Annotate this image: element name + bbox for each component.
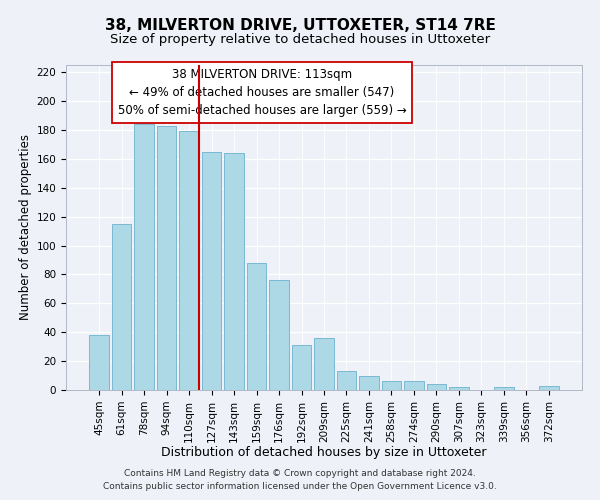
Bar	[157, 126, 176, 390]
Bar	[314, 338, 334, 390]
Text: 38 MILVERTON DRIVE: 113sqm
← 49% of detached houses are smaller (547)
50% of sem: 38 MILVERTON DRIVE: 113sqm ← 49% of deta…	[118, 68, 406, 117]
Bar	[337, 371, 356, 390]
Y-axis label: Number of detached properties: Number of detached properties	[19, 134, 32, 320]
Text: Size of property relative to detached houses in Uttoxeter: Size of property relative to detached ho…	[110, 32, 490, 46]
Bar	[179, 132, 199, 390]
Bar	[89, 335, 109, 390]
Bar	[539, 386, 559, 390]
Bar	[494, 387, 514, 390]
Bar	[202, 152, 221, 390]
Bar	[134, 124, 154, 390]
Text: Contains HM Land Registry data © Crown copyright and database right 2024.: Contains HM Land Registry data © Crown c…	[124, 468, 476, 477]
Bar	[112, 224, 131, 390]
Bar	[269, 280, 289, 390]
Bar	[224, 153, 244, 390]
Bar	[292, 345, 311, 390]
Bar	[382, 382, 401, 390]
Text: Contains public sector information licensed under the Open Government Licence v3: Contains public sector information licen…	[103, 482, 497, 491]
Bar	[449, 387, 469, 390]
Bar	[404, 382, 424, 390]
Bar	[427, 384, 446, 390]
Bar	[247, 263, 266, 390]
Bar	[359, 376, 379, 390]
Text: 38, MILVERTON DRIVE, UTTOXETER, ST14 7RE: 38, MILVERTON DRIVE, UTTOXETER, ST14 7RE	[104, 18, 496, 32]
X-axis label: Distribution of detached houses by size in Uttoxeter: Distribution of detached houses by size …	[161, 446, 487, 459]
